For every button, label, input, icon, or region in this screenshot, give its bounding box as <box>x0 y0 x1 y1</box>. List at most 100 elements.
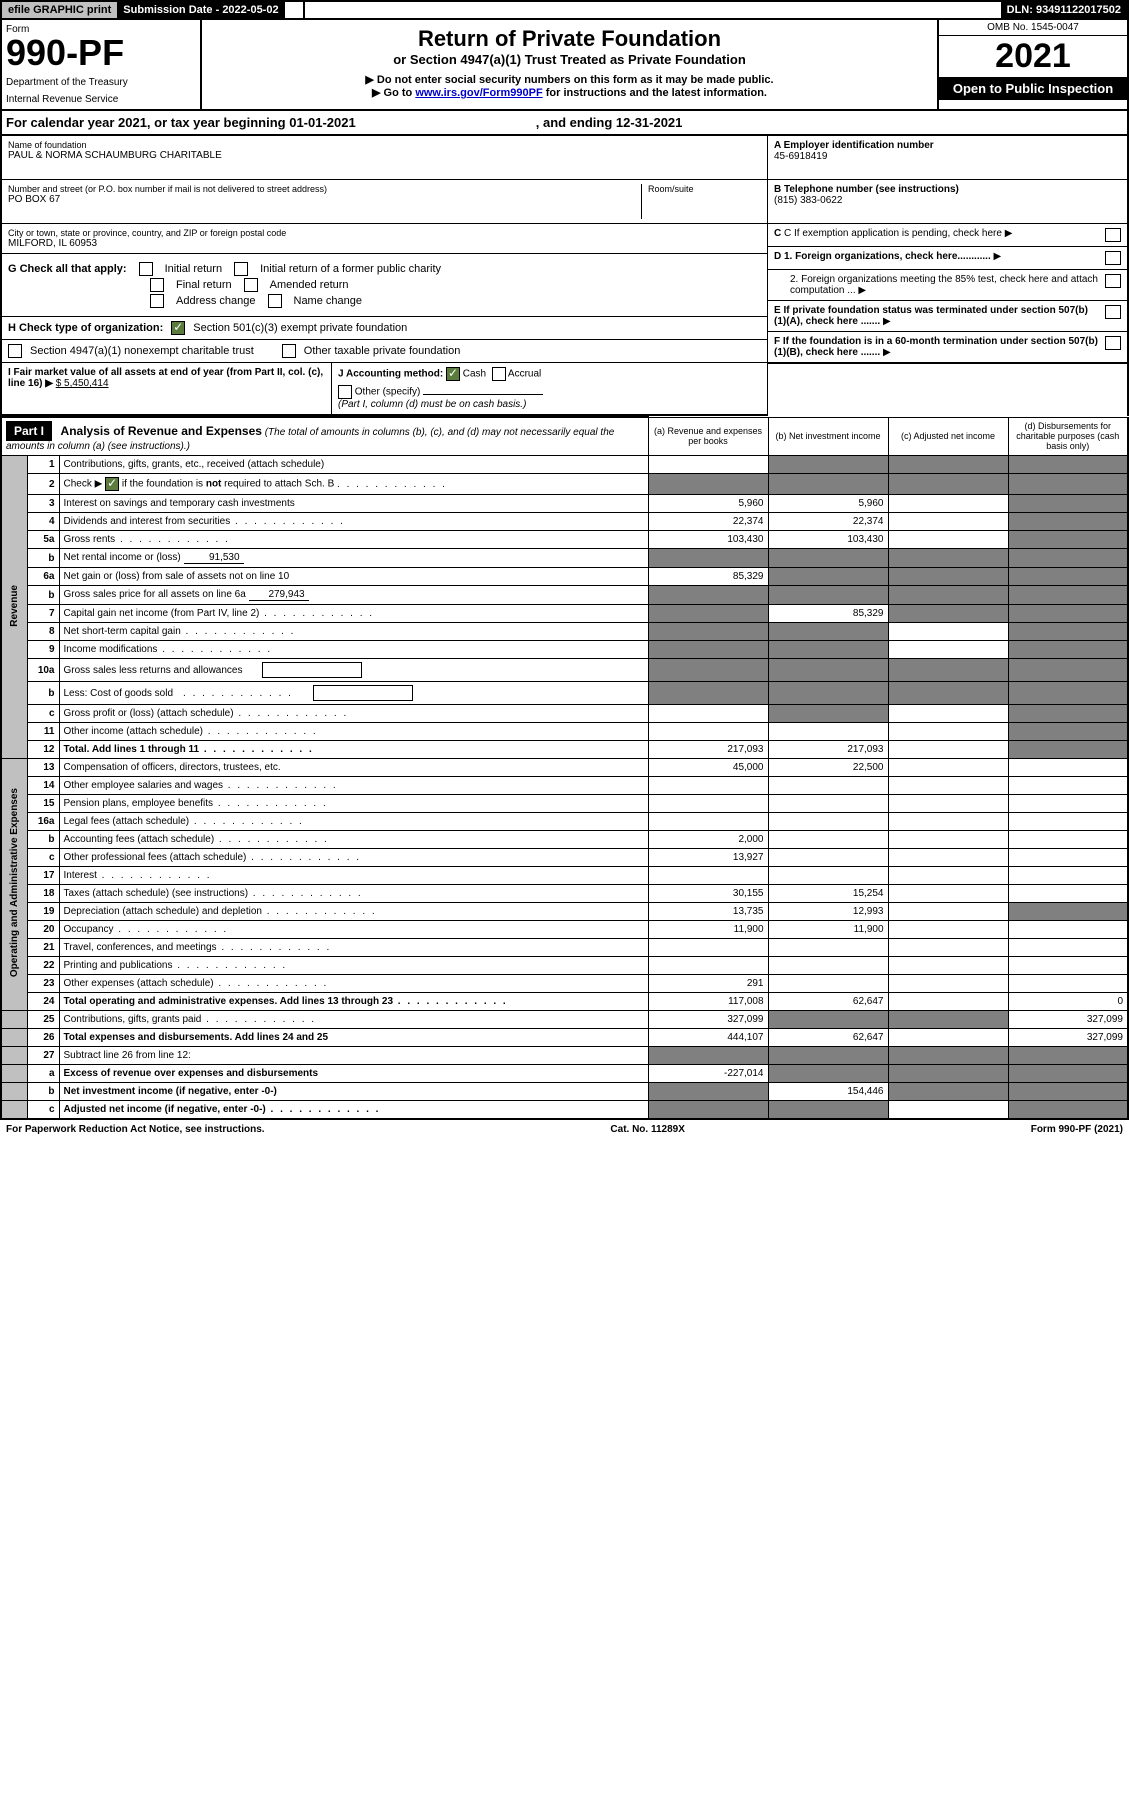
calendar-year-row: For calendar year 2021, or tax year begi… <box>0 111 1129 136</box>
checkbox-d1[interactable] <box>1105 251 1121 265</box>
checkbox-e[interactable] <box>1105 305 1121 319</box>
r26-desc: Total expenses and disbursements. Add li… <box>59 1029 648 1047</box>
checkbox-other-taxable[interactable] <box>282 344 296 358</box>
checkbox-d2[interactable] <box>1105 274 1121 288</box>
omb-number: OMB No. 1545-0047 <box>939 20 1127 36</box>
checkbox-cash[interactable] <box>446 367 460 381</box>
ein-cell: A Employer identification number 45-6918… <box>768 136 1127 180</box>
r12-num: 12 <box>27 741 59 759</box>
section-d1: D 1. Foreign organizations, check here..… <box>768 247 1127 270</box>
r12-desc: Total. Add lines 1 through 11 <box>59 741 648 759</box>
r19-desc: Depreciation (attach schedule) and deple… <box>59 903 648 921</box>
row-4: 4 Dividends and interest from securities… <box>1 513 1128 531</box>
r24-desc: Total operating and administrative expen… <box>59 993 648 1011</box>
r10b-desc: Less: Cost of goods sold <box>59 682 648 705</box>
checkbox-accrual[interactable] <box>492 367 506 381</box>
r10b-box <box>313 685 413 701</box>
row-16a: 16aLegal fees (attach schedule) <box>1 813 1128 831</box>
checkbox-sch-b[interactable] <box>105 477 119 491</box>
r19-a: 13,735 <box>648 903 768 921</box>
open-to-public: Open to Public Inspection <box>939 77 1127 100</box>
ein: 45-6918419 <box>774 151 1121 162</box>
row-27c: cAdjusted net income (if negative, enter… <box>1 1101 1128 1120</box>
section-h2: Section 4947(a)(1) nonexempt charitable … <box>2 340 767 362</box>
r2-num: 2 <box>27 474 59 495</box>
r9-num: 9 <box>27 641 59 659</box>
row-16b: bAccounting fees (attach schedule)2,000 <box>1 831 1128 849</box>
r27b-desc: Net investment income (if negative, ente… <box>59 1083 648 1101</box>
checkbox-f[interactable] <box>1105 336 1121 350</box>
r15-desc: Pension plans, employee benefits <box>59 795 648 813</box>
r2-desc: Check ▶ if the foundation is not require… <box>59 474 648 495</box>
checkbox-4947[interactable] <box>8 344 22 358</box>
row-8: 8 Net short-term capital gain <box>1 623 1128 641</box>
j-label: J Accounting method: <box>338 369 443 380</box>
r10a-box <box>262 662 362 678</box>
r15-num: 15 <box>27 795 59 813</box>
section-g: G Check all that apply: Initial return I… <box>2 254 767 317</box>
cal-end: , and ending 12-31-2021 <box>536 115 683 130</box>
checkbox-c[interactable] <box>1105 228 1121 242</box>
checkbox-address-change[interactable] <box>150 294 164 308</box>
r18-num: 18 <box>27 885 59 903</box>
checkbox-name-change[interactable] <box>268 294 282 308</box>
g-opt-2: Final return <box>176 279 232 291</box>
r6b-num: b <box>27 586 59 605</box>
row-27: 27Subtract line 26 from line 12: <box>1 1047 1128 1065</box>
col-d-header: (d) Disbursements for charitable purpose… <box>1008 417 1128 456</box>
form-link[interactable]: www.irs.gov/Form990PF <box>415 87 542 99</box>
checkbox-initial-public[interactable] <box>234 262 248 276</box>
r6b-val: 279,943 <box>249 589 309 601</box>
r13-a: 45,000 <box>648 759 768 777</box>
tel-cell: B Telephone number (see instructions) (8… <box>768 180 1127 224</box>
e-text: E If private foundation status was termi… <box>774 305 1088 327</box>
checkbox-501c3[interactable] <box>171 321 185 335</box>
r18-a: 30,155 <box>648 885 768 903</box>
col-b-header: (b) Net investment income <box>768 417 888 456</box>
r13-b: 22,500 <box>768 759 888 777</box>
r7-desc: Capital gain net income (from Part IV, l… <box>59 605 648 623</box>
irs-label: Internal Revenue Service <box>6 94 196 105</box>
row-20: 20Occupancy11,90011,900 <box>1 921 1128 939</box>
r17-num: 17 <box>27 867 59 885</box>
r6b-desc: Gross sales price for all assets on line… <box>59 586 648 605</box>
row-14: 14Other employee salaries and wages <box>1 777 1128 795</box>
checkbox-amended[interactable] <box>244 278 258 292</box>
r3-desc: Interest on savings and temporary cash i… <box>59 495 648 513</box>
row-10c: c Gross profit or (loss) (attach schedul… <box>1 705 1128 723</box>
h-opt2: Section 4947(a)(1) nonexempt charitable … <box>30 345 254 357</box>
city-cell: City or town, state or province, country… <box>2 224 767 254</box>
checkbox-initial-return[interactable] <box>139 262 153 276</box>
r14-num: 14 <box>27 777 59 795</box>
r10c-num: c <box>27 705 59 723</box>
r13-desc: Compensation of officers, directors, tru… <box>59 759 648 777</box>
r26-d: 327,099 <box>1008 1029 1128 1047</box>
r20-desc: Occupancy <box>59 921 648 939</box>
efile-label[interactable]: efile GRAPHIC print <box>2 2 117 18</box>
r25-a: 327,099 <box>648 1011 768 1029</box>
r4-b: 22,374 <box>768 513 888 531</box>
r12-a: 217,093 <box>648 741 768 759</box>
r10a-desc: Gross sales less returns and allowances <box>59 659 648 682</box>
g-label: G Check all that apply: <box>8 263 127 275</box>
checkbox-final-return[interactable] <box>150 278 164 292</box>
city-label: City or town, state or province, country… <box>8 228 761 238</box>
footer: For Paperwork Reduction Act Notice, see … <box>0 1120 1129 1139</box>
section-ij: I Fair market value of all assets at end… <box>2 362 767 416</box>
r21-desc: Travel, conferences, and meetings <box>59 939 648 957</box>
h-opt3: Other taxable private foundation <box>304 345 461 357</box>
ein-label: A Employer identification number <box>774 140 1121 151</box>
r3-a: 5,960 <box>648 495 768 513</box>
r25-num: 25 <box>27 1011 59 1029</box>
r27-desc: Subtract line 26 from line 12: <box>59 1047 648 1065</box>
row-19: 19Depreciation (attach schedule) and dep… <box>1 903 1128 921</box>
section-c: C C If exemption application is pending,… <box>768 224 1127 247</box>
address: PO BOX 67 <box>8 194 641 205</box>
r26-num: 26 <box>27 1029 59 1047</box>
r10a-num: 10a <box>27 659 59 682</box>
room-label: Room/suite <box>648 184 761 194</box>
r2-d1: Check ▶ <box>64 479 103 490</box>
r8-num: 8 <box>27 623 59 641</box>
r1-num: 1 <box>27 456 59 474</box>
checkbox-other-method[interactable] <box>338 385 352 399</box>
